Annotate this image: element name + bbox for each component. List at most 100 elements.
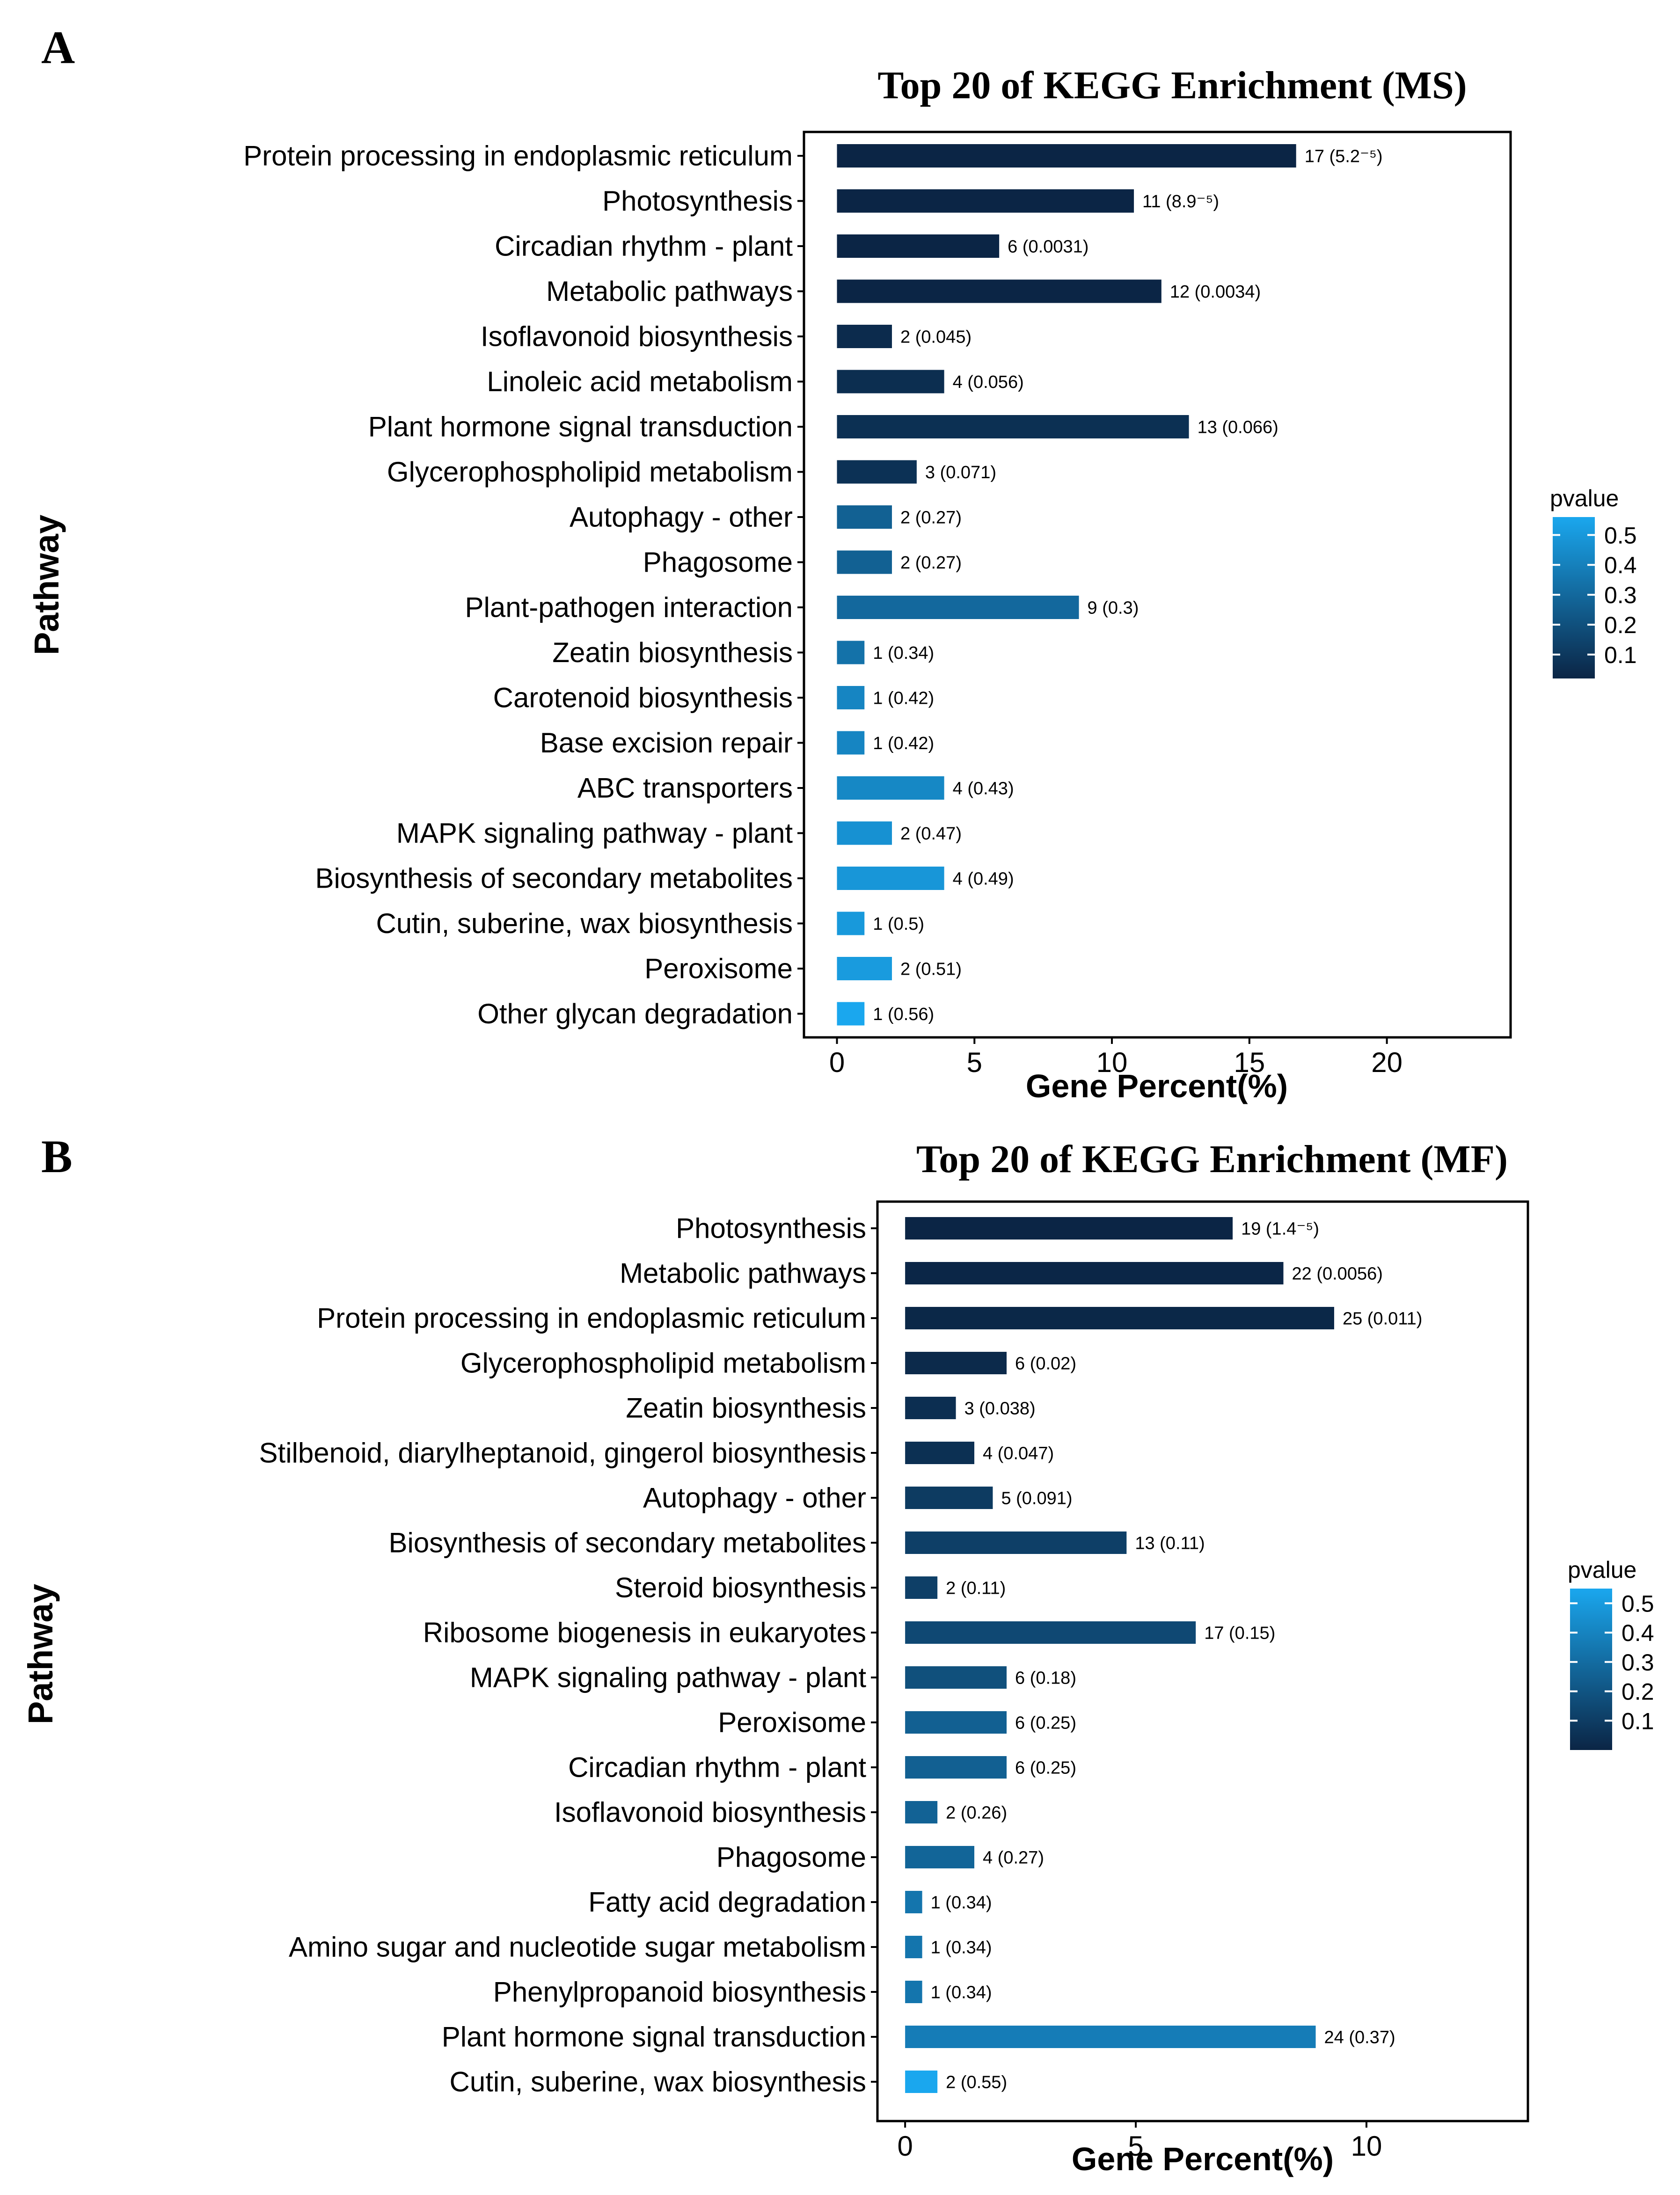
legend-title: pvalue <box>1568 1557 1636 1583</box>
data-labels: 19 (1.4⁻⁵) 22 (0.0056) 25 (0.011) 6 (0.02) 3… <box>931 1219 1423 2093</box>
data-label: 6 (0.0031) <box>1008 237 1088 257</box>
category-label: Plant hormone signal transduction <box>442 2021 866 2052</box>
x-tick-label: 15 <box>1234 1047 1265 1078</box>
category-label: Cutin, suberine, wax biosynthesis <box>376 908 793 939</box>
bar <box>905 1397 956 1419</box>
data-label: 1 (0.56) <box>873 1005 934 1024</box>
x-axis-title: Gene Percent(%) <box>1026 1068 1288 1104</box>
category-label: Isoflavonoid biosynthesis <box>481 321 793 352</box>
bar <box>837 144 1296 168</box>
plot-frame <box>876 1200 1529 2122</box>
bar <box>837 370 944 394</box>
data-label: 11 (8.9⁻⁵) <box>1142 192 1219 211</box>
category-label: Glycerophospholipid metabolism <box>387 456 793 488</box>
bar <box>905 1621 1196 1644</box>
chart-title: Top 20 of KEGG Enrichment (MF) <box>916 1138 1508 1181</box>
bar <box>837 189 1134 213</box>
x-axis-ticks: 0 5 10 15 20 <box>829 1037 1402 1078</box>
category-label: Autophagy - other <box>570 501 793 532</box>
data-label: 1 (0.34) <box>931 1983 992 2003</box>
category-label: Phagosome <box>716 1841 866 1873</box>
x-tick-label: 5 <box>967 1047 982 1078</box>
data-label: 6 (0.25) <box>1015 1714 1076 1733</box>
data-label: 6 (0.02) <box>1015 1354 1076 1374</box>
x-tick-label: 10 <box>1096 1047 1128 1078</box>
category-label: Cutin, suberine, wax biosynthesis <box>450 2066 866 2097</box>
bar-group <box>837 144 1296 1026</box>
data-label: 9 (0.3) <box>1088 598 1139 618</box>
data-label: 2 (0.27) <box>900 508 962 528</box>
data-label: 1 (0.34) <box>931 1893 992 1913</box>
category-labels: Protein processing in endoplasmic reticu… <box>243 140 804 1029</box>
data-label: 1 (0.42) <box>873 689 934 708</box>
bar <box>905 1576 938 1599</box>
y-axis-title: Pathway <box>21 1584 60 1724</box>
bar <box>837 550 892 574</box>
bar <box>905 1666 1007 1689</box>
legend-tick-label: 0.2 <box>1604 612 1637 638</box>
data-label: 2 (0.55) <box>946 2073 1007 2093</box>
category-label: Photosynthesis <box>676 1212 866 1244</box>
legend-tick-label: 0.3 <box>1604 582 1637 608</box>
category-label: Plant-pathogen interaction <box>465 591 793 623</box>
data-label: 13 (0.066) <box>1198 418 1278 438</box>
data-label: 1 (0.42) <box>873 734 934 753</box>
data-label: 4 (0.27) <box>983 1848 1044 1868</box>
data-label: 13 (0.11) <box>1135 1534 1205 1553</box>
legend-tick-label: 0.2 <box>1622 1679 1654 1705</box>
category-label: Protein processing in endoplasmic reticu… <box>317 1302 866 1334</box>
category-label: Peroxisome <box>644 953 793 984</box>
category-label: Other glycan degradation <box>477 998 793 1029</box>
category-label: Base excision repair <box>540 727 793 758</box>
bar <box>905 2026 1316 2048</box>
x-axis-ticks: 0 5 10 <box>897 2121 1382 2162</box>
bar <box>837 731 865 755</box>
bar <box>905 1531 1127 1554</box>
chart-title: Top 20 of KEGG Enrichment (MS) <box>877 64 1467 107</box>
data-label: 2 (0.11) <box>946 1579 1006 1598</box>
bar <box>905 1442 975 1464</box>
legend-ticks: 0.5 0.4 0.3 0.2 0.1 <box>1570 1590 1654 1734</box>
data-label: 2 (0.045) <box>900 328 971 347</box>
legend-colorbar <box>1570 1589 1612 1750</box>
legend-tick-label: 0.3 <box>1622 1649 1654 1676</box>
bar <box>905 1981 922 2003</box>
category-label: Zeatin biosynthesis <box>552 637 793 668</box>
chart-panel-a: A Top 20 of KEGG Enrichment (MS) Pathway… <box>27 22 1637 1104</box>
panel-letter: B <box>41 1130 73 1182</box>
bar <box>837 776 944 800</box>
bar <box>905 1756 1007 1779</box>
bar <box>837 867 944 890</box>
bar <box>905 1936 922 1958</box>
bar <box>905 1487 993 1509</box>
data-label: 4 (0.056) <box>953 372 1024 392</box>
data-label: 3 (0.038) <box>964 1399 1036 1419</box>
legend-tick-label: 0.4 <box>1622 1620 1654 1646</box>
data-label: 2 (0.27) <box>900 553 962 573</box>
bar <box>905 1307 1334 1329</box>
data-label: 1 (0.5) <box>873 914 924 934</box>
category-label: Ribosome biogenesis in eukaryotes <box>423 1617 866 1648</box>
bar <box>837 325 892 348</box>
bar <box>837 686 865 709</box>
pvalue-legend: pvalue 0.5 0.4 0.3 0.2 0.1 <box>1568 1557 1654 1750</box>
legend-ticks: 0.5 0.4 0.3 0.2 0.1 <box>1553 522 1637 668</box>
legend-tick-label: 0.5 <box>1604 522 1637 548</box>
data-label: 1 (0.34) <box>931 1938 992 1958</box>
category-label: Photosynthesis <box>602 185 793 217</box>
category-label: MAPK signaling pathway - plant <box>470 1662 866 1693</box>
data-label: 5 (0.091) <box>1001 1489 1072 1509</box>
bar <box>837 460 917 484</box>
category-label: Metabolic pathways <box>546 276 793 307</box>
category-label: Phenylpropanoid biosynthesis <box>493 1976 866 2007</box>
bar <box>905 1217 1233 1240</box>
category-label: Circadian rhythm - plant <box>568 1751 866 1783</box>
bar <box>837 279 1161 303</box>
bar <box>905 2071 938 2093</box>
data-label: 3 (0.071) <box>925 463 996 482</box>
legend-tick-label: 0.1 <box>1622 1708 1654 1734</box>
data-label: 2 (0.26) <box>946 1803 1007 1823</box>
bar <box>837 912 865 935</box>
bar <box>905 1801 938 1823</box>
